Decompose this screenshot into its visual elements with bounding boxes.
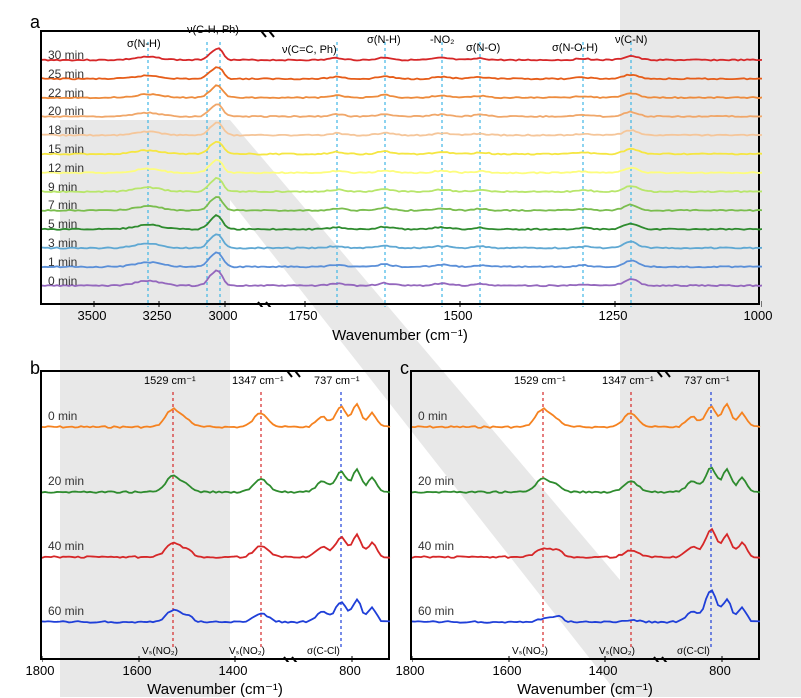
x-tick: 800 (339, 663, 361, 678)
peak-bottom-label: Vₛ(NO₂) (229, 646, 265, 657)
peak-wn-label: 737 cm⁻¹ (684, 374, 730, 387)
panel-c-label: c (400, 358, 409, 379)
time-label: 20 min (418, 474, 454, 488)
panel-a-label: a (30, 12, 40, 33)
time-label: 12 min (48, 161, 84, 175)
time-label: 3 min (48, 236, 77, 250)
x-tick: 3000 (209, 308, 238, 323)
time-label: 15 min (48, 142, 84, 156)
peak-label: σ(N-O-H) (552, 42, 598, 54)
peak-bottom-label: σ(C-Cl) (307, 646, 340, 657)
peak-wn-label: 1347 cm⁻¹ (232, 374, 284, 387)
time-label: 25 min (48, 67, 84, 81)
x-tick: 3250 (143, 308, 172, 323)
x-tick: 800 (709, 663, 731, 678)
panel-c-xlabel: Wavenumber (cm⁻¹) (485, 680, 685, 698)
time-label: 30 min (48, 48, 84, 62)
x-tick: 1600 (493, 663, 522, 678)
time-label: 9 min (48, 180, 77, 194)
peak-wn-label: 1347 cm⁻¹ (602, 374, 654, 387)
time-label: 0 min (48, 274, 77, 288)
x-tick: 3500 (78, 308, 107, 323)
peak-label: σ(N-H) (127, 38, 161, 50)
peak-bottom-label: Vₛ(NO₂) (512, 646, 548, 657)
peak-label: σ(N-H) (367, 34, 401, 46)
x-tick: 1400 (219, 663, 248, 678)
peak-bottom-label: σ(C-Cl) (677, 646, 710, 657)
panel-c: 1529 cm⁻¹ 1347 cm⁻¹ 737 cm⁻¹ Vₛ(NO₂) Vₛ(… (410, 370, 760, 660)
peak-label: ν(C-H, Ph) (187, 24, 239, 36)
panel-b-xlabel: Wavenumber (cm⁻¹) (115, 680, 315, 698)
x-tick: 1000 (744, 308, 773, 323)
peak-label: σ(N-O) (466, 42, 500, 54)
peak-bottom-label: Vₛ(NO₂) (142, 646, 178, 657)
time-label: 0 min (418, 409, 447, 423)
time-label: 60 min (48, 604, 84, 618)
peak-label: ν(C=C, Ph) (282, 44, 337, 56)
peak-bottom-label: Vₛ(NO₂) (599, 646, 635, 657)
time-label: 7 min (48, 198, 77, 212)
x-tick: 1600 (123, 663, 152, 678)
panel-b-plot (42, 372, 392, 662)
time-label: 40 min (418, 539, 454, 553)
time-label: 1 min (48, 255, 77, 269)
peak-label: -NO₂ (430, 34, 454, 46)
x-tick: 1500 (444, 308, 473, 323)
time-label: 22 min (48, 86, 84, 100)
time-label: 0 min (48, 409, 77, 423)
peak-wn-label: 1529 cm⁻¹ (514, 374, 566, 387)
x-tick: 1750 (289, 308, 318, 323)
panel-c-plot (412, 372, 762, 662)
panel-a-xlabel: Wavenumber (cm⁻¹) (300, 326, 500, 344)
x-tick: 1400 (589, 663, 618, 678)
x-tick: 1800 (26, 663, 55, 678)
time-label: 20 min (48, 474, 84, 488)
x-tick: 1250 (599, 308, 628, 323)
peak-wn-label: 1529 cm⁻¹ (144, 374, 196, 387)
x-tick: 1800 (396, 663, 425, 678)
peak-label: ν(C-N) (615, 34, 647, 46)
panel-b: 1529 cm⁻¹ 1347 cm⁻¹ 737 cm⁻¹ Vₛ(NO₂) Vₛ(… (40, 370, 390, 660)
time-label: 18 min (48, 123, 84, 137)
peak-wn-label: 737 cm⁻¹ (314, 374, 360, 387)
time-label: 5 min (48, 217, 77, 231)
time-label: 60 min (418, 604, 454, 618)
time-label: 20 min (48, 104, 84, 118)
panel-b-label: b (30, 358, 40, 379)
panel-a-plot (42, 32, 762, 307)
panel-a: σ(N-H) ν(C-H, Ph) ν(C=C, Ph) σ(N-H) -NO₂… (40, 30, 760, 305)
time-label: 40 min (48, 539, 84, 553)
